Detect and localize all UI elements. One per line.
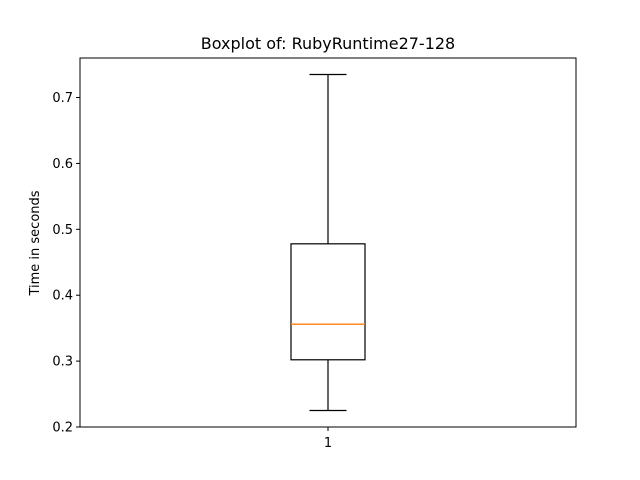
plot-area: 0.2 0.3 0.4 0.5 0.6 0.7 1 <box>52 57 577 451</box>
y-tick-label: 0.5 <box>52 223 73 238</box>
chart-title: Boxplot of: RubyRuntime27-128 <box>201 34 455 53</box>
iqr-box <box>290 243 366 361</box>
y-tick-label: 0.6 <box>52 157 73 172</box>
y-tick-label: 0.2 <box>52 421 73 436</box>
y-axis-label: Time in seconds <box>28 190 43 296</box>
axes-frame <box>79 57 577 428</box>
x-tick-label: 1 <box>324 436 332 451</box>
y-tick-label: 0.7 <box>52 91 73 106</box>
y-tick-label: 0.3 <box>52 355 73 370</box>
y-tick-label: 0.4 <box>52 289 73 304</box>
